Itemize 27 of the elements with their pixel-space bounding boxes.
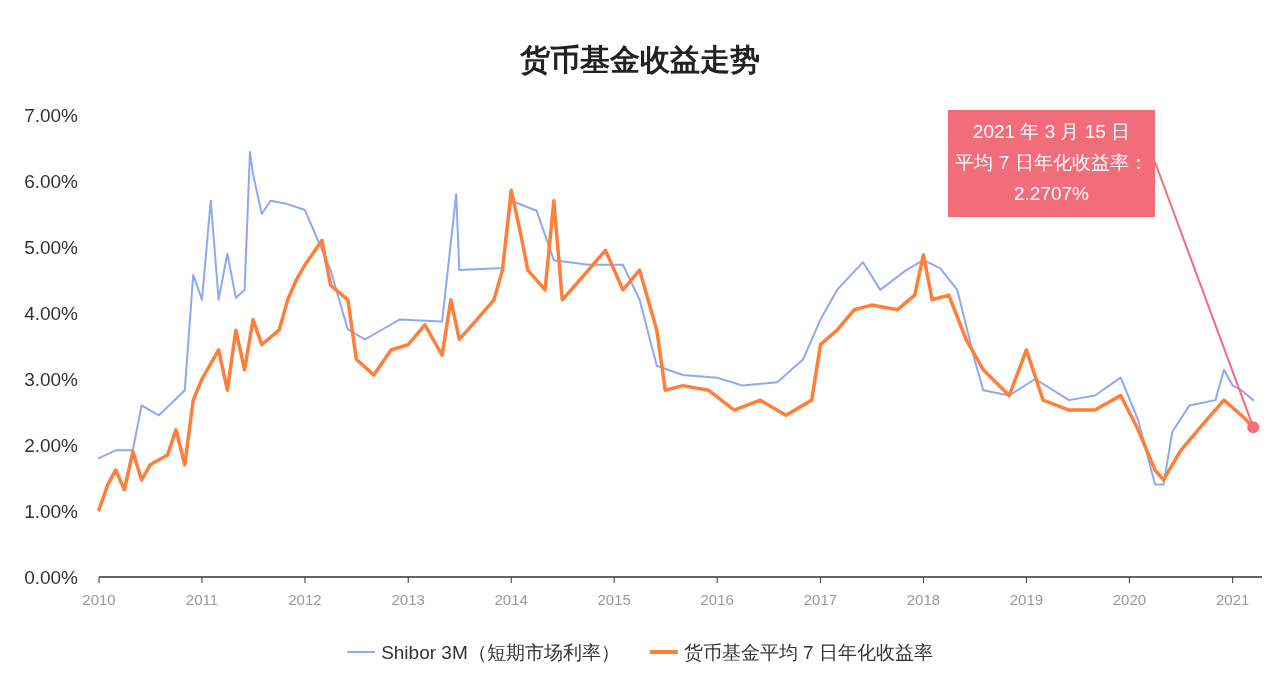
legend-label: 货币基金平均 7 日年化收益率 <box>683 642 933 663</box>
y-tick-label: 3.00% <box>24 369 79 390</box>
x-tick-label: 2017 <box>803 591 838 608</box>
y-tick-label: 7.00% <box>24 105 79 126</box>
y-tick-label: 4.00% <box>24 303 79 324</box>
y-tick-label: 1.00% <box>24 501 79 522</box>
x-tick-label: 2019 <box>1009 591 1044 608</box>
annotation: 2.2707% <box>1013 183 1090 204</box>
chart-title: 货币基金收益走势 <box>519 43 760 76</box>
line-series <box>98 150 1255 486</box>
legend-label: Shibor 3M（短期市场利率） <box>381 642 620 663</box>
x-tick-label: 2014 <box>494 591 528 608</box>
x-tick-label: 2010 <box>82 591 116 608</box>
x-tick-label: 2011 <box>185 591 219 608</box>
y-tick-label: 2.00% <box>24 435 79 456</box>
x-tick-label: 2018 <box>906 591 941 608</box>
x-tick-label: 2016 <box>700 591 734 608</box>
annotation: 平均 7 日年化收益率： <box>955 152 1148 173</box>
y-tick-label: 0.00% <box>24 567 79 588</box>
x-tick-label: 2021 <box>1215 591 1250 608</box>
x-tick-label: 2013 <box>391 591 425 608</box>
x-tick-label: 2015 <box>597 591 631 608</box>
y-tick-label: 5.00% <box>24 237 79 258</box>
x-tick-label: 2020 <box>1112 591 1147 608</box>
x-tick-label: 2012 <box>288 591 322 608</box>
y-tick-label: 6.00% <box>24 171 79 192</box>
annotation: 2021 年 3 月 15 日 <box>972 121 1131 142</box>
